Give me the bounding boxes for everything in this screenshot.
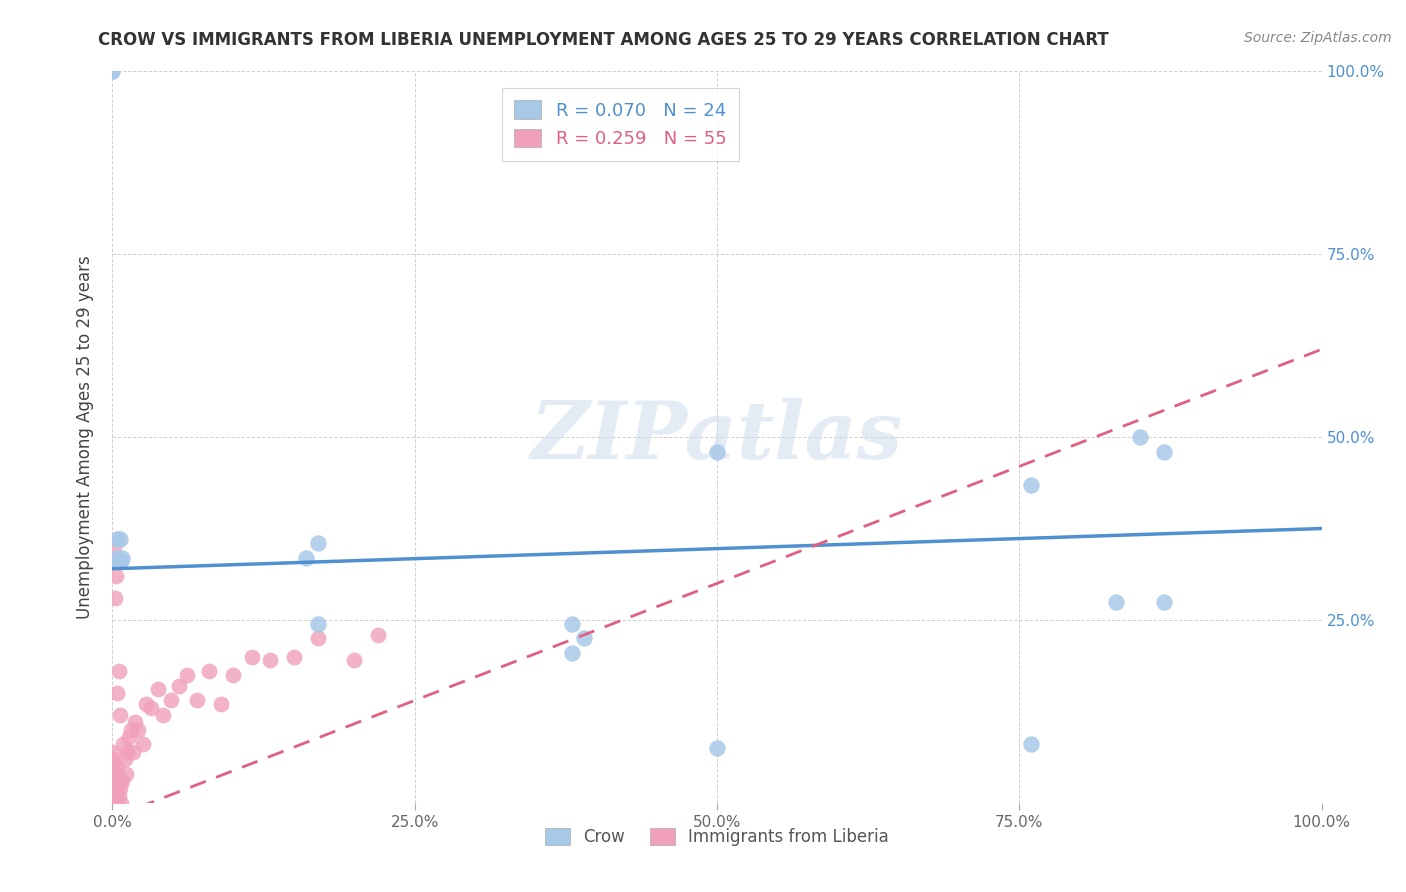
- Point: [104, 591, 127, 605]
- Point: [167, 679, 190, 693]
- Point: [240, 649, 263, 664]
- Point: [101, 781, 124, 796]
- Point: [118, 730, 141, 744]
- Point: [148, 682, 170, 697]
- Point: [105, 569, 128, 583]
- Point: [104, 773, 127, 788]
- Text: Source: ZipAtlas.com: Source: ZipAtlas.com: [1244, 31, 1392, 45]
- Point: [101, 796, 124, 810]
- Point: [1153, 444, 1175, 458]
- Point: [101, 759, 124, 773]
- Point: [101, 770, 124, 784]
- Point: [307, 616, 329, 631]
- Point: [152, 708, 174, 723]
- Point: [108, 781, 131, 796]
- Point: [104, 796, 127, 810]
- Point: [295, 550, 318, 565]
- Point: [222, 667, 245, 681]
- Text: ZIPatlas: ZIPatlas: [531, 399, 903, 475]
- Point: [1021, 737, 1043, 751]
- Point: [572, 632, 595, 646]
- Point: [105, 766, 128, 780]
- Point: [105, 796, 128, 810]
- Point: [101, 773, 124, 788]
- Point: [1021, 477, 1043, 491]
- Point: [108, 554, 131, 568]
- Point: [307, 632, 329, 646]
- Point: [124, 715, 146, 730]
- Point: [135, 697, 157, 711]
- Point: [111, 773, 134, 788]
- Point: [101, 766, 124, 780]
- Point: [107, 789, 129, 803]
- Point: [1105, 594, 1128, 608]
- Point: [101, 64, 124, 78]
- Y-axis label: Unemployment Among Ages 25 to 29 years: Unemployment Among Ages 25 to 29 years: [76, 255, 94, 619]
- Point: [176, 667, 198, 681]
- Point: [107, 664, 129, 678]
- Point: [209, 697, 232, 711]
- Point: [105, 533, 128, 547]
- Point: [1129, 430, 1152, 444]
- Point: [122, 745, 145, 759]
- Point: [101, 64, 124, 78]
- Point: [107, 554, 129, 568]
- Legend: Crow, Immigrants from Liberia: Crow, Immigrants from Liberia: [538, 822, 896, 853]
- Point: [110, 796, 132, 810]
- Point: [283, 649, 305, 664]
- Point: [198, 664, 221, 678]
- Point: [105, 554, 128, 568]
- Point: [101, 785, 124, 799]
- Point: [186, 693, 208, 707]
- Point: [343, 653, 366, 667]
- Point: [127, 723, 149, 737]
- Point: [101, 745, 124, 759]
- Point: [120, 723, 142, 737]
- Point: [561, 616, 583, 631]
- Point: [259, 653, 281, 667]
- Point: [367, 627, 389, 641]
- Point: [706, 444, 728, 458]
- Point: [111, 550, 134, 565]
- Point: [101, 752, 124, 766]
- Text: CROW VS IMMIGRANTS FROM LIBERIA UNEMPLOYMENT AMONG AGES 25 TO 29 YEARS CORRELATI: CROW VS IMMIGRANTS FROM LIBERIA UNEMPLOY…: [98, 31, 1109, 49]
- Point: [110, 554, 132, 568]
- Point: [307, 536, 329, 550]
- Point: [108, 533, 131, 547]
- Point: [561, 646, 583, 660]
- Point: [1153, 594, 1175, 608]
- Point: [105, 759, 128, 773]
- Point: [141, 700, 163, 714]
- Point: [132, 737, 155, 751]
- Point: [107, 773, 129, 788]
- Point: [159, 693, 181, 707]
- Point: [101, 789, 124, 803]
- Point: [706, 740, 728, 755]
- Point: [103, 540, 125, 554]
- Point: [114, 766, 136, 780]
- Point: [105, 550, 128, 565]
- Point: [112, 737, 135, 751]
- Point: [105, 686, 128, 700]
- Point: [108, 708, 131, 723]
- Point: [114, 752, 136, 766]
- Point: [115, 745, 138, 759]
- Point: [105, 789, 128, 803]
- Point: [101, 554, 124, 568]
